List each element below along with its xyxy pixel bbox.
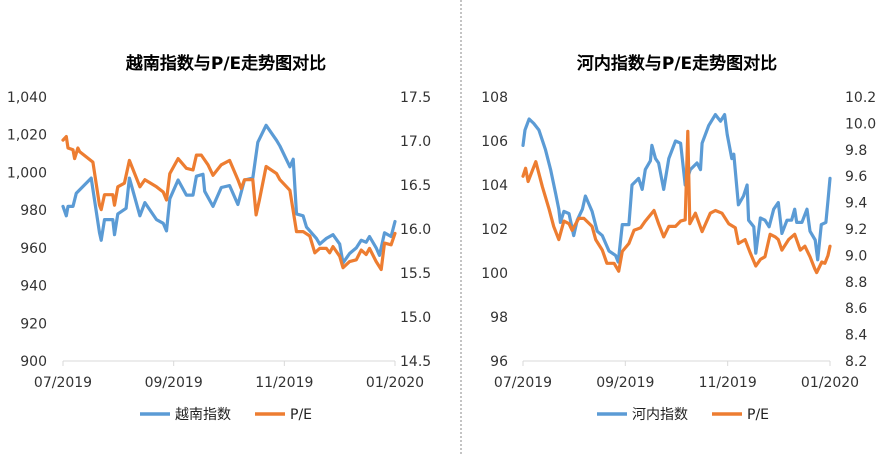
- y-left-tick-label: 108: [481, 90, 508, 106]
- chart-title: 河内指数与P/E走势图对比: [577, 53, 777, 74]
- y-left-tick-label: 96: [490, 354, 508, 370]
- series-line-index: [61, 123, 397, 265]
- y-right-tick-label: 9.0: [845, 248, 867, 264]
- y-right-tick-label: 8.6: [845, 301, 867, 317]
- x-tick-label: 09/2019: [145, 375, 203, 391]
- y-right-tick-label: 15.5: [400, 266, 431, 282]
- y-right-tick-label: 15.0: [400, 310, 431, 326]
- y-left-tick-label: 1,000: [7, 165, 47, 181]
- y-right-tick-label: 17.5: [400, 90, 431, 106]
- y-left-tick-label: 98: [490, 310, 508, 326]
- series-line-pe: [521, 129, 832, 275]
- y-left-tick-label: 104: [481, 178, 508, 194]
- y-left-tick-label: 940: [20, 279, 47, 295]
- y-right-tick-label: 9.2: [845, 222, 867, 238]
- y-right-tick-label: 16.0: [400, 222, 431, 238]
- y-left-tick-label: 1,040: [7, 90, 47, 106]
- x-tick-label: 01/2020: [366, 375, 424, 391]
- y-right-tick-label: 16.5: [400, 178, 431, 194]
- y-right-tick-label: 8.2: [845, 354, 867, 370]
- y-right-tick-label: 9.8: [845, 143, 867, 159]
- y-left-tick-label: 106: [481, 134, 508, 150]
- legend-label: 河内指数: [632, 407, 688, 423]
- y-right-tick-label: 10.0: [845, 116, 876, 132]
- y-right-tick-label: 8.8: [845, 275, 867, 291]
- y-left-tick-label: 100: [481, 266, 508, 282]
- x-tick-label: 11/2019: [255, 375, 313, 391]
- legend-label: P/E: [290, 407, 312, 423]
- y-right-tick-label: 17.0: [400, 134, 431, 150]
- x-tick-label: 07/2019: [34, 375, 92, 391]
- y-left-tick-label: 960: [20, 241, 47, 257]
- x-tick-label: 09/2019: [596, 375, 654, 391]
- y-left-tick-label: 920: [20, 316, 47, 332]
- x-tick-label: 11/2019: [699, 375, 757, 391]
- legend-label: 越南指数: [175, 407, 231, 423]
- y-left-tick-label: 900: [20, 354, 47, 370]
- y-left-tick-label: 1,020: [7, 128, 47, 144]
- y-right-tick-label: 8.4: [845, 328, 867, 344]
- series-line-pe: [61, 135, 397, 272]
- x-tick-label: 01/2020: [801, 375, 859, 391]
- y-left-tick-label: 980: [20, 203, 47, 219]
- y-right-tick-label: 10.2: [845, 90, 876, 106]
- y-left-tick-label: 102: [481, 222, 508, 238]
- series-line-index: [521, 113, 832, 264]
- y-right-tick-label: 14.5: [400, 354, 431, 370]
- y-right-tick-label: 9.6: [845, 169, 867, 185]
- legend-label: P/E: [747, 407, 769, 423]
- chart-1: 越南指数与P/E走势图对比 07/2019 09/2019 11/2019 01/202…: [7, 53, 431, 423]
- chart-title: 越南指数与P/E走势图对比: [125, 53, 326, 74]
- chart-2: 河内指数与P/E走势图对比 07/2019 09/2019 11/2019 01/202…: [481, 53, 876, 423]
- y-right-tick-label: 9.4: [845, 196, 867, 212]
- x-tick-label: 07/2019: [494, 375, 552, 391]
